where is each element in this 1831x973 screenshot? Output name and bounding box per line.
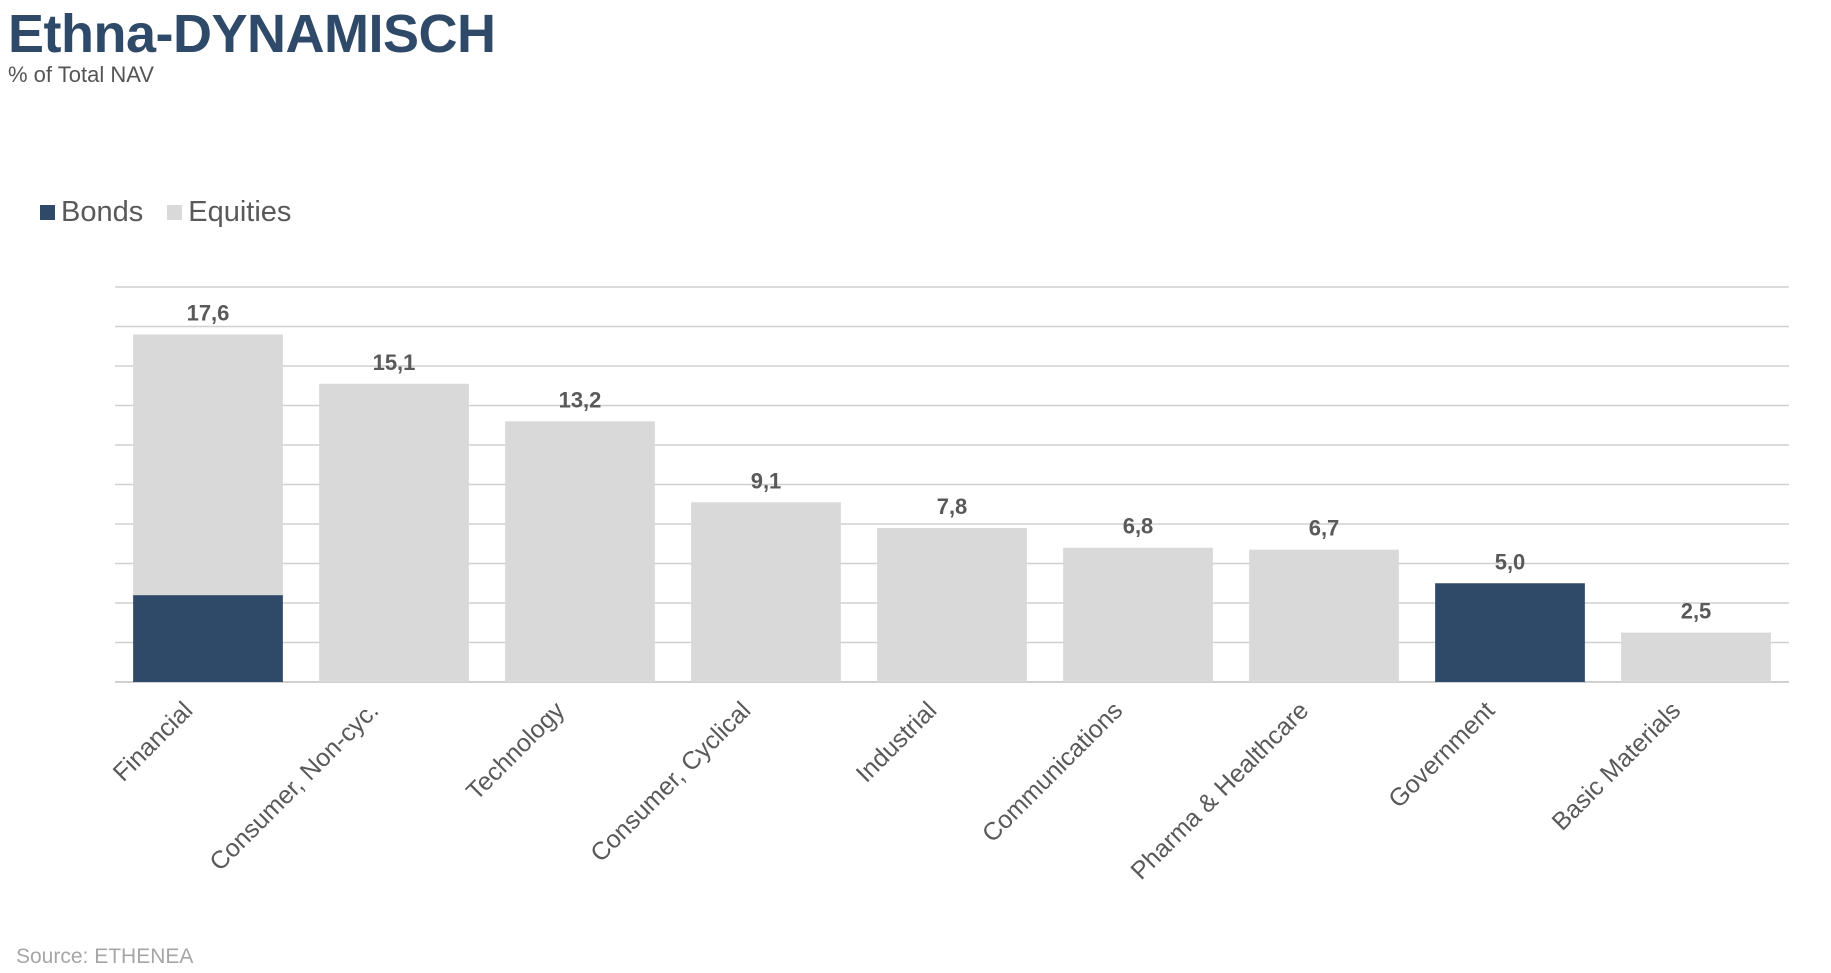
bar-equities xyxy=(505,421,655,682)
category-label: Industrial xyxy=(851,696,943,788)
legend-item-equities: Equities xyxy=(167,196,291,229)
category-label: Government xyxy=(1383,696,1500,813)
legend-swatch-bonds xyxy=(40,205,55,220)
category-label: Basic Materials xyxy=(1547,696,1687,836)
bar-equities xyxy=(877,527,1027,682)
chart-legend: Bonds Equities xyxy=(40,196,315,229)
bar-bonds xyxy=(1435,583,1585,682)
bar-equities xyxy=(1249,549,1399,682)
bar-equities xyxy=(1063,547,1213,682)
chart-subtitle: % of Total NAV xyxy=(8,62,154,87)
category-label: Consumer, Cyclical xyxy=(585,696,756,867)
data-label: 15,1 xyxy=(373,350,416,375)
data-label: 6,7 xyxy=(1309,516,1340,541)
bar-equities xyxy=(319,383,469,682)
category-label: Technology xyxy=(461,696,571,806)
bar-equities xyxy=(1621,632,1771,682)
chart-title: Ethna-DYNAMISCH xyxy=(8,4,496,64)
data-label: 7,8 xyxy=(937,494,968,519)
legend-swatch-equities xyxy=(167,205,183,220)
data-label: 13,2 xyxy=(559,387,602,412)
legend-label-equities: Equities xyxy=(188,196,292,228)
category-label: Pharma & Healthcare xyxy=(1125,696,1314,885)
data-label: 2,5 xyxy=(1681,599,1712,624)
category-label: Consumer, Non-cyc. xyxy=(204,696,384,876)
category-label: Communications xyxy=(977,696,1128,847)
legend-item-bonds: Bonds xyxy=(40,196,143,229)
data-label: 9,1 xyxy=(751,468,782,493)
category-label: Financial xyxy=(108,696,199,787)
data-label: 5,0 xyxy=(1495,549,1526,574)
bar-bonds xyxy=(133,595,283,682)
source-note: Source: ETHENEA xyxy=(16,945,194,968)
bar-equities xyxy=(133,334,283,596)
data-label: 6,8 xyxy=(1123,514,1154,539)
data-label: 17,6 xyxy=(187,300,230,325)
legend-label-bonds: Bonds xyxy=(61,196,144,228)
bar-equities xyxy=(691,502,841,682)
